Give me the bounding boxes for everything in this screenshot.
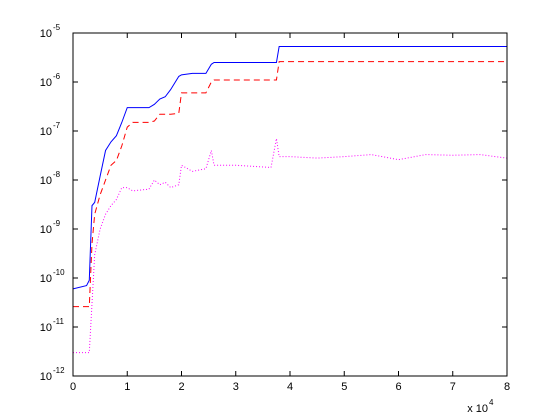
x-tick-label: 5 [341,381,347,393]
y-tick-label: 10 [40,224,52,236]
y-tick-label: 10 [40,126,52,138]
y-tick-label: 10 [40,273,52,285]
x-multiplier: x 10 [467,403,488,415]
y-tick-exponent: -6 [53,72,61,81]
y-tick-exponent: -11 [53,317,65,326]
x-tick-label: 7 [450,381,456,393]
y-tick-exponent: -10 [53,268,65,277]
x-tick-label: 3 [233,381,239,393]
y-tick-label: 10 [40,28,52,40]
y-tick-exponent: -7 [53,121,61,130]
y-tick-exponent: -5 [53,23,61,32]
y-tick-exponent: -8 [53,170,61,179]
series-line [73,61,507,308]
y-tick-label: 10 [40,175,52,187]
x-tick-label: 0 [70,381,76,393]
series-line [73,138,508,354]
y-tick-label: 10 [40,371,52,383]
x-multiplier-exponent: 4 [489,398,494,407]
x-tick-label: 8 [504,381,510,393]
plot-area [73,33,507,376]
y-tick-exponent: -9 [53,219,61,228]
x-tick-label: 1 [124,381,130,393]
plot-lines [72,46,508,354]
x-tick-label: 2 [178,381,184,393]
series-line [72,46,507,290]
x-tick-label: 4 [287,381,293,393]
x-tick-label: 6 [395,381,401,393]
y-tick-exponent: -12 [53,366,65,375]
y-tick-label: 10 [40,77,52,89]
y-tick-label: 10 [40,322,52,334]
